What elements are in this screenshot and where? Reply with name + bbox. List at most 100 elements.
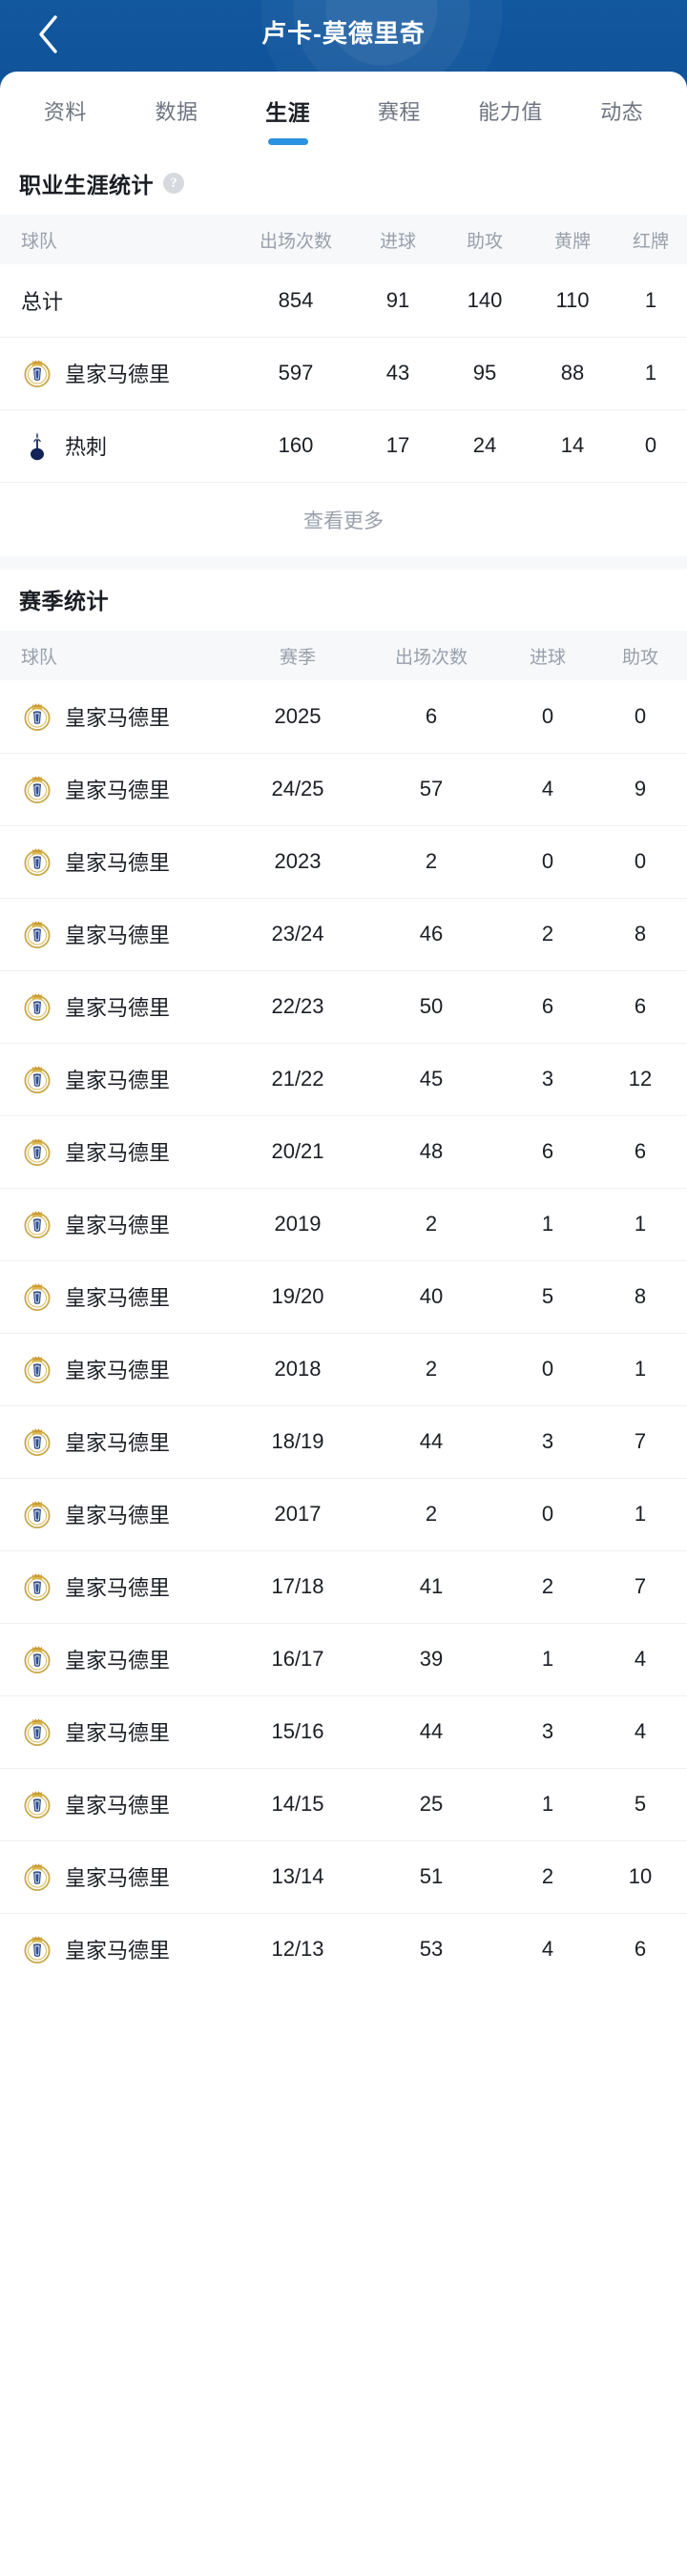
page-title: 卢卡-莫德里奇	[261, 18, 426, 48]
season-row-season: 2017	[274, 1502, 322, 1526]
real-madrid-crest-icon	[24, 1573, 51, 1602]
team-name: 皇家马德里	[65, 1069, 171, 1092]
tab-ziliao[interactable]: 资料	[43, 100, 87, 124]
season-row-assists: 7	[634, 1574, 647, 1598]
content-sheet: 资料 数据 生涯 赛程 能力值 动态 职业生涯统计 ? 球队 出场次数	[0, 72, 687, 2576]
season-row-apps: 2	[425, 849, 438, 873]
table-row[interactable]: 总计 854 91 140 110 1	[0, 264, 687, 337]
season-col-apps: 出场次数	[394, 647, 468, 668]
table-row[interactable]: 皇家马德里 16/17 39 1 4	[0, 1623, 687, 1695]
season-row-assists: 8	[634, 1284, 647, 1308]
table-row[interactable]: 皇家马德里 24/25 57 4 9	[0, 753, 687, 825]
table-row[interactable]: 皇家马德里 15/16 44 3 4	[0, 1695, 687, 1768]
career-row-yellow: 110	[555, 287, 590, 312]
season-row-season: 18/19	[271, 1429, 324, 1453]
season-row-season: 14/15	[271, 1792, 324, 1816]
table-row[interactable]: 皇家马德里 22/23 50 6 6	[0, 970, 687, 1043]
team-name: 皇家马德里	[65, 1286, 171, 1310]
team-name: 皇家马德里	[65, 924, 171, 947]
career-col-assists: 助攻	[466, 231, 503, 252]
season-row-season: 15/16	[271, 1719, 324, 1743]
tab-shengya[interactable]: 生涯	[232, 72, 344, 154]
season-row-apps: 25	[419, 1792, 444, 1816]
season-row-goals: 0	[541, 703, 554, 728]
tab-saicheng[interactable]: 赛程	[377, 100, 421, 124]
real-madrid-crest-icon	[24, 1936, 51, 1964]
season-row-apps: 40	[419, 1284, 444, 1308]
season-row-apps: 41	[419, 1574, 444, 1598]
table-row[interactable]: 皇家马德里 2017 2 0 1	[0, 1478, 687, 1550]
season-row-team: 皇家马德里	[0, 1115, 235, 1188]
team-name: 皇家马德里	[65, 1939, 171, 1963]
table-row[interactable]: 皇家马德里 2025 6 0 0	[0, 680, 687, 753]
show-more-button[interactable]: 查看更多	[0, 482, 687, 556]
season-row-assists: 8	[634, 922, 647, 945]
career-row-goals: 17	[385, 433, 410, 458]
real-madrid-crest-icon	[24, 360, 51, 388]
season-row-team: 皇家马德里	[0, 1913, 235, 1985]
season-row-season: 13/14	[271, 1864, 324, 1888]
question-mark-icon[interactable]: ?	[163, 173, 184, 194]
real-madrid-crest-icon	[24, 1428, 51, 1457]
table-row[interactable]: 皇家马德里 13/14 51 2 10	[0, 1840, 687, 1913]
career-col-red: 红牌	[632, 231, 669, 252]
team-name: 皇家马德里	[65, 1504, 171, 1527]
season-row-team: 皇家马德里	[0, 825, 235, 898]
season-row-team: 皇家马德里	[0, 753, 235, 825]
season-row-assists: 7	[634, 1429, 647, 1453]
real-madrid-crest-icon	[24, 993, 51, 1022]
real-madrid-crest-icon	[24, 1863, 51, 1892]
team-name: 皇家马德里	[65, 705, 171, 730]
table-row[interactable]: 皇家马德里 14/15 25 1 5	[0, 1768, 687, 1840]
real-madrid-crest-icon	[24, 921, 51, 949]
chevron-left-icon	[39, 15, 57, 53]
season-row-season: 24/25	[271, 777, 324, 800]
table-row[interactable]: 热刺 160 17 24 14 0	[0, 409, 687, 482]
season-row-apps: 57	[419, 777, 444, 800]
table-row[interactable]: 皇家马德里 19/20 40 5 8	[0, 1260, 687, 1333]
season-row-season: 23/24	[271, 922, 324, 945]
career-section-title: 职业生涯统计	[19, 173, 154, 197]
real-madrid-crest-icon	[24, 1066, 51, 1094]
season-row-goals: 2	[541, 1864, 554, 1888]
team-name: 皇家马德里	[65, 1141, 171, 1165]
career-row-red: 1	[644, 361, 657, 384]
season-row-apps: 53	[419, 1937, 444, 1962]
team-name: 皇家马德里	[65, 363, 171, 386]
season-row-goals: 2	[541, 1574, 554, 1598]
tab-nenglizhi[interactable]: 能力值	[478, 100, 543, 124]
season-row-season: 20/21	[271, 1139, 324, 1163]
season-row-assists: 1	[634, 1212, 647, 1236]
season-row-goals: 0	[541, 849, 554, 873]
season-row-apps: 46	[419, 922, 444, 945]
team-name: 皇家马德里	[65, 1649, 171, 1672]
season-row-apps: 2	[425, 1502, 438, 1526]
season-row-goals: 6	[541, 1139, 554, 1163]
table-row[interactable]: 皇家马德里 21/22 45 3 12	[0, 1043, 687, 1115]
table-row[interactable]: 皇家马德里 2023 2 0 0	[0, 825, 687, 898]
table-row[interactable]: 皇家马德里 2019 2 1 1	[0, 1188, 687, 1260]
season-section-title: 赛季统计	[19, 589, 109, 613]
team-name: 皇家马德里	[65, 1431, 171, 1455]
season-row-assists: 1	[634, 1502, 647, 1526]
tab-dongtai[interactable]: 动态	[600, 100, 644, 124]
tab-shuju[interactable]: 数据	[155, 100, 198, 124]
real-madrid-crest-icon	[24, 1138, 51, 1167]
table-row[interactable]: 皇家马德里 20/21 48 6 6	[0, 1115, 687, 1188]
table-row[interactable]: 皇家马德里 12/13 53 4 6	[0, 1913, 687, 1985]
season-row-goals: 0	[541, 1357, 554, 1381]
table-row[interactable]: 皇家马德里 597 43 95 88 1	[0, 337, 687, 409]
season-row-team: 皇家马德里	[0, 1478, 235, 1550]
season-row-apps: 2	[425, 1212, 438, 1236]
table-row[interactable]: 皇家马德里 18/19 44 3 7	[0, 1405, 687, 1478]
season-stats-table: 球队 赛季 出场次数 进球 助攻 皇家	[0, 631, 687, 1985]
tab-shengya-label: 生涯	[265, 100, 311, 125]
table-row[interactable]: 皇家马德里 17/18 41 2 7	[0, 1550, 687, 1623]
season-row-apps: 51	[419, 1864, 444, 1888]
season-row-apps: 48	[419, 1139, 444, 1163]
table-row[interactable]: 皇家马德里 2018 2 0 1	[0, 1333, 687, 1405]
team-name: 皇家马德里	[65, 1794, 171, 1818]
table-row[interactable]: 皇家马德里 23/24 46 2 8	[0, 898, 687, 970]
back-button[interactable]	[21, 8, 74, 61]
